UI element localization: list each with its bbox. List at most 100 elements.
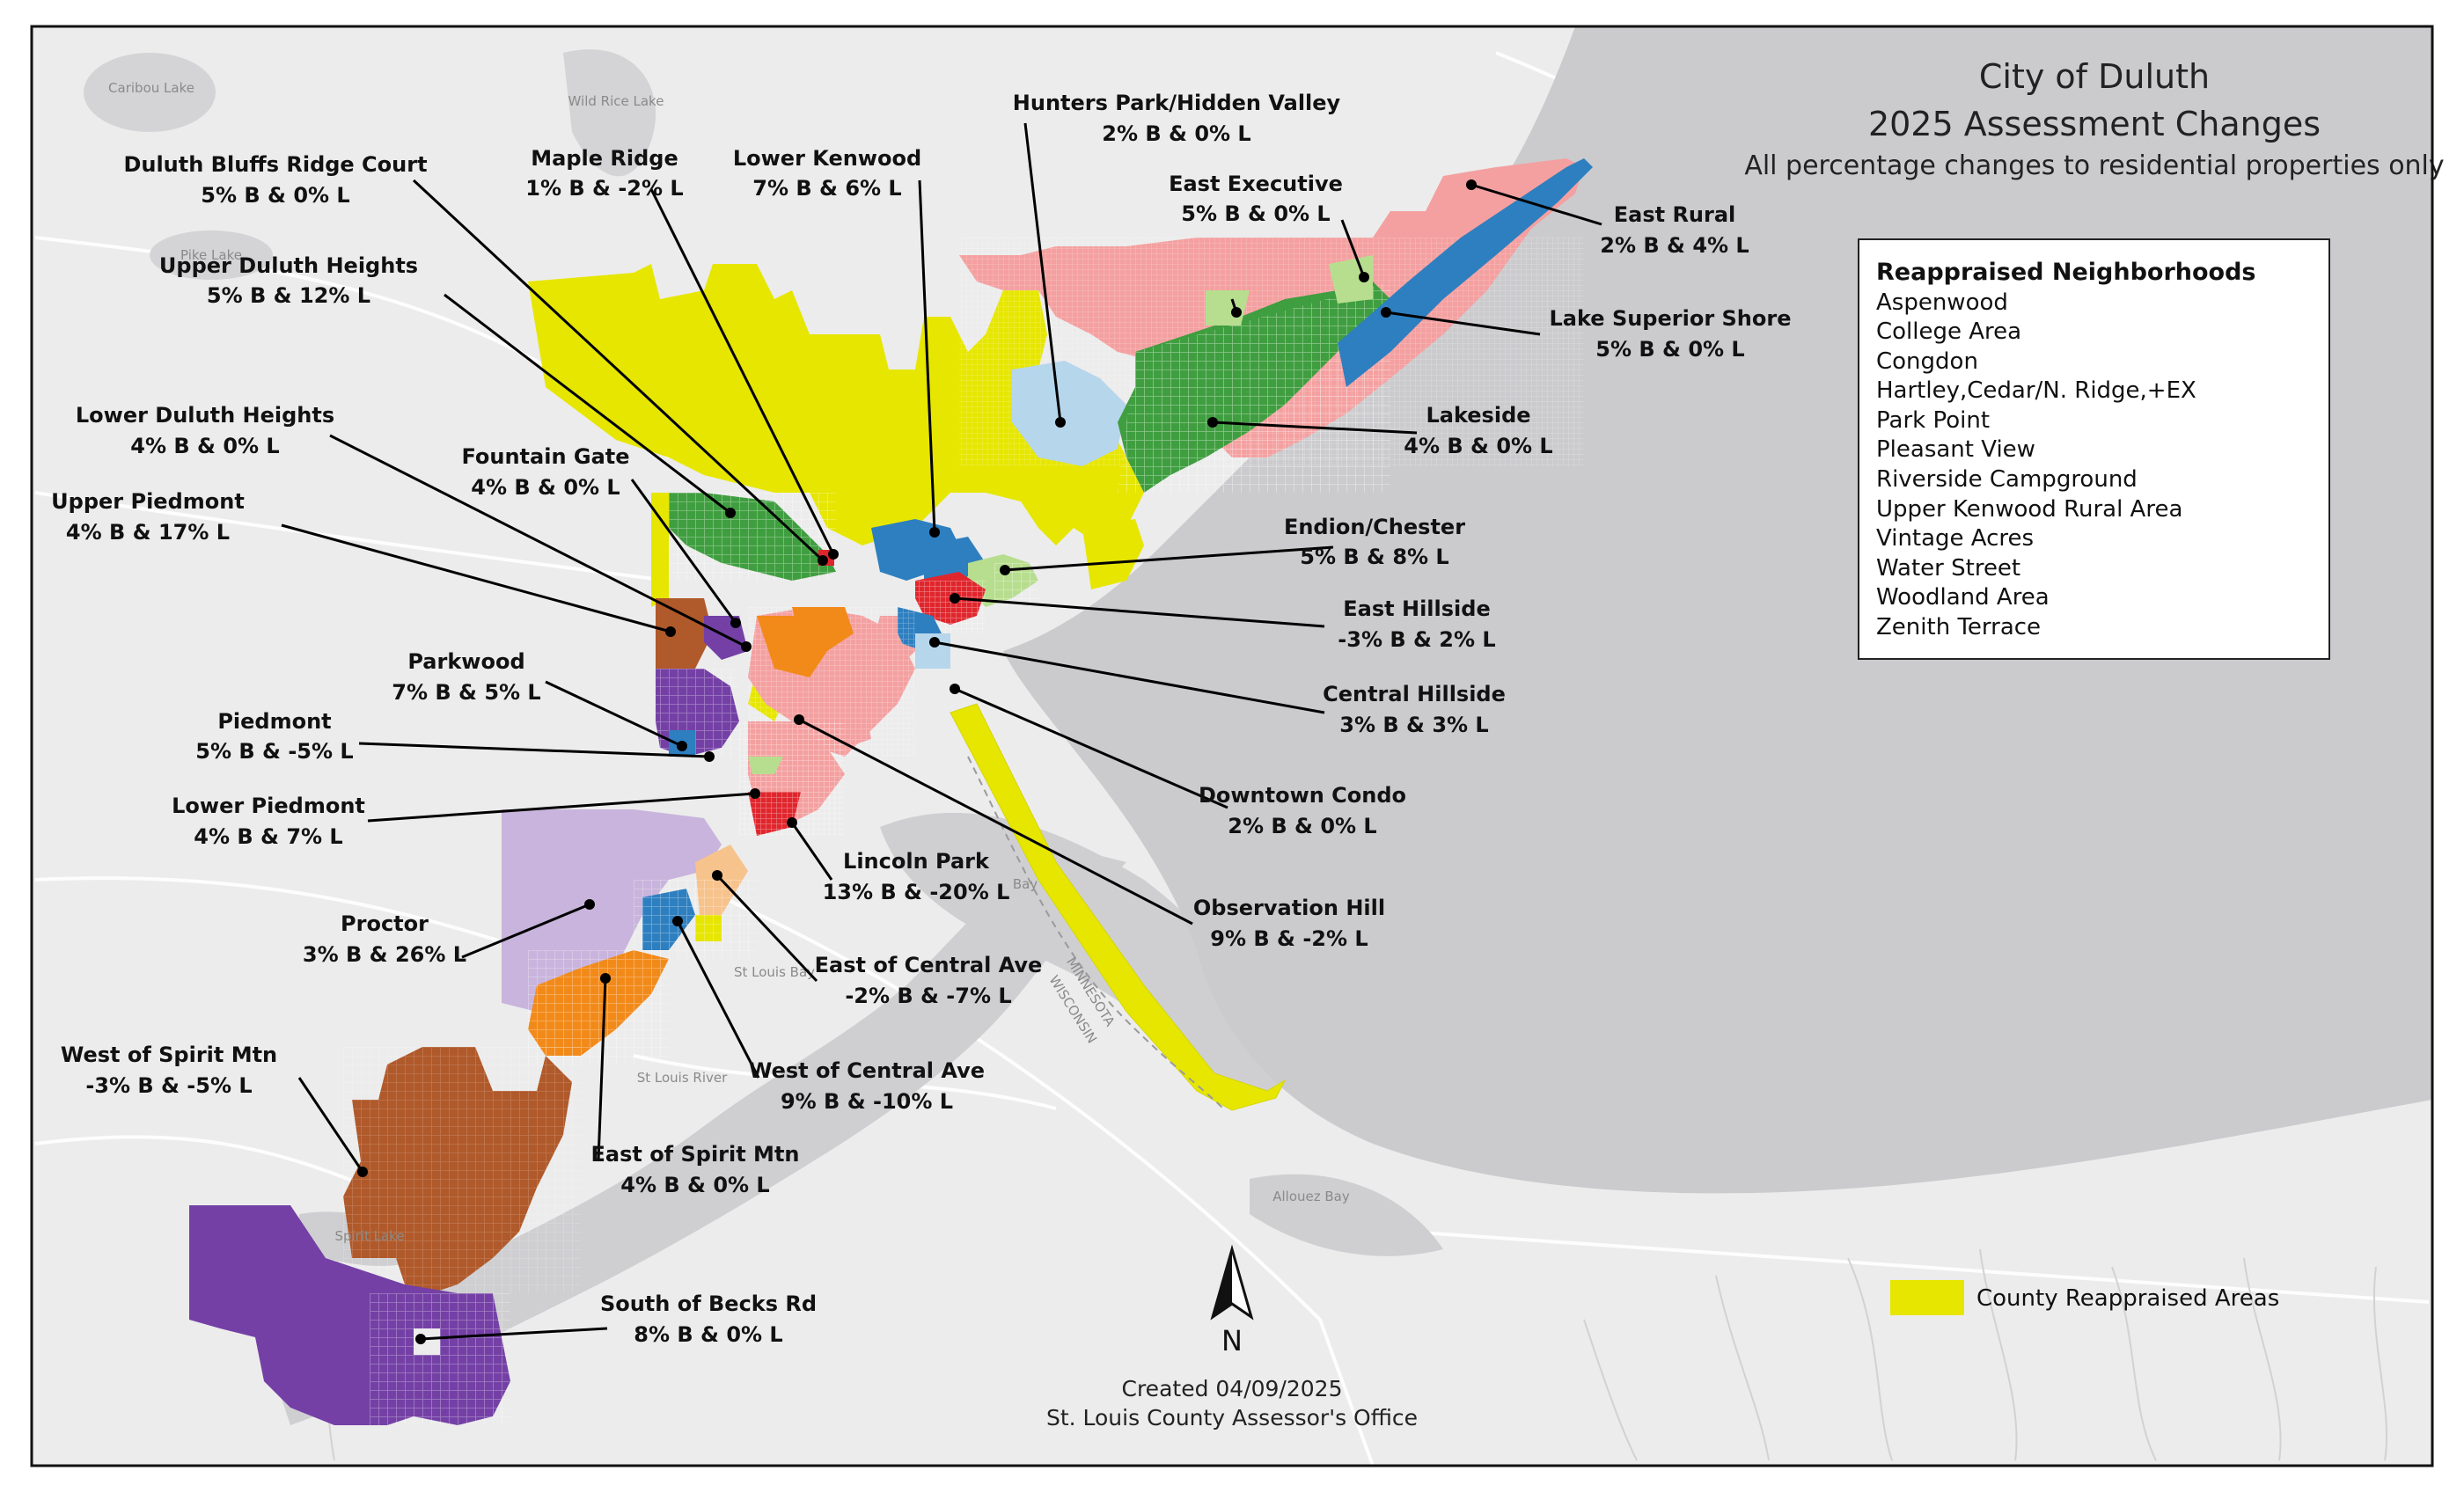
wild-rice-lake: [563, 49, 656, 177]
title-block: City of Duluth 2025 Assessment Changes A…: [1744, 57, 2444, 181]
label-value: 5% B & 0% L: [1181, 201, 1330, 226]
label-value: 7% B & 6% L: [752, 176, 901, 201]
legend-item: Park Point: [1876, 407, 1990, 434]
label-value: 3% B & 26% L: [303, 942, 466, 967]
st-louis-bay: [880, 812, 1302, 1109]
label-value: 9% B & -10% L: [781, 1089, 953, 1114]
label-value: 2% B & 0% L: [1102, 121, 1250, 146]
label-name: South of Becks Rd: [600, 1291, 817, 1316]
bay-label: Bay: [1013, 876, 1038, 892]
hunters-park-area: [1012, 361, 1126, 466]
label-name: Lower Duluth Heights: [76, 403, 334, 428]
label-name: Lake Superior Shore: [1550, 306, 1792, 331]
legend-item: Upper Kenwood Rural Area: [1876, 496, 2182, 523]
legend-item: College Area: [1876, 318, 2021, 345]
label-name: West of Central Ave: [749, 1058, 985, 1083]
north-arrow-half: [1213, 1249, 1232, 1317]
duluth-heights-street-grid: [669, 493, 836, 581]
label-value: -3% B & -5% L: [85, 1073, 252, 1098]
label-value: 5% B & -5% L: [195, 739, 353, 764]
label-name: Lower Piedmont: [172, 794, 365, 818]
label-name: Fountain Gate: [461, 444, 629, 469]
park-point-area: [950, 703, 1287, 1111]
label-value: 4% B & 7% L: [194, 824, 342, 849]
west-spirit-grid: [343, 1047, 581, 1293]
label-value: 4% B & 0% L: [471, 475, 620, 500]
label-value: 7% B & 5% L: [392, 680, 540, 705]
label-name: Parkwood: [407, 649, 524, 674]
label-value: 4% B & 17% L: [66, 520, 230, 545]
label-name: Downtown Condo: [1199, 783, 1406, 808]
legend-box: Reappraised Neighborhoods Aspenwood Coll…: [1858, 238, 2330, 660]
north-label: N: [1221, 1324, 1243, 1357]
state-boundary: [967, 756, 1224, 1109]
wild-rice-lake-label: Wild Rice Lake: [568, 93, 664, 109]
lincoln-park-grid: [739, 721, 845, 836]
lake-superior-shore-area: [1338, 158, 1593, 387]
label-name: Upper Piedmont: [51, 489, 245, 514]
credit-block: Created 04/09/2025 St. Louis County Asse…: [1046, 1376, 1418, 1430]
label-value: 5% B & 0% L: [1595, 337, 1744, 362]
label-name: East of Spirit Mtn: [590, 1142, 799, 1167]
legend-item: Zenith Terrace: [1876, 614, 2041, 640]
parkwood-grid: [656, 669, 739, 757]
neighborhood-labels: Hunters Park/Hidden Valley 2% B & 0% L L…: [51, 91, 1791, 1347]
label-name: Observation Hill: [1193, 896, 1385, 920]
lakeside-street-grid: [1118, 282, 1390, 493]
map-note: All percentage changes to residential pr…: [1744, 150, 2444, 181]
legend-item: Aspenwood: [1876, 289, 2008, 316]
caribou-lake: [84, 53, 216, 132]
allouez-bay-label: Allouez Bay: [1272, 1189, 1350, 1204]
label-name: Upper Duluth Heights: [159, 253, 418, 278]
legend-item: Vintage Acres: [1876, 525, 2034, 552]
label-name: Lower Kenwood: [733, 146, 921, 171]
label-name: East Hillside: [1343, 596, 1490, 621]
caribou-lake-label: Caribou Lake: [108, 80, 194, 96]
label-name: East Rural: [1614, 202, 1736, 227]
legend-item: Water Street: [1876, 555, 2020, 582]
county-legend-label: County Reappraised Areas: [1976, 1285, 2279, 1312]
st-louis-river-label: St Louis River: [637, 1070, 728, 1086]
legend-item: Woodland Area: [1876, 584, 2050, 611]
map-frame: [30, 25, 2434, 1467]
label-name: Hunters Park/Hidden Valley: [1013, 91, 1341, 115]
label-value: 13% B & -20% L: [823, 880, 1010, 904]
label-value: 1% B & -2% L: [525, 176, 683, 201]
east-spirit-grid: [528, 950, 669, 1065]
north-arrow: N: [1210, 1244, 1254, 1357]
label-value: 3% B & 3% L: [1339, 713, 1488, 737]
upper-piedmont-area: [656, 598, 713, 669]
label-name: Duluth Bluffs Ridge Court: [123, 152, 427, 177]
label-value: -2% B & -7% L: [845, 984, 1011, 1008]
central-ave-grid: [634, 880, 757, 959]
map-subtitle: 2025 Assessment Changes: [1868, 105, 2321, 143]
label-value: 4% B & 0% L: [130, 434, 279, 458]
east-executive-area: [1329, 255, 1373, 304]
label-name: Lincoln Park: [843, 849, 990, 874]
county-legend-swatch: [1890, 1280, 1964, 1315]
label-value: 4% B & 0% L: [1404, 434, 1552, 458]
spirit-lake-label: Spirit Lake: [334, 1228, 404, 1244]
legend-item: Pleasant View: [1876, 436, 2035, 463]
pike-lake: [150, 230, 273, 280]
label-value: 2% B & 0% L: [1228, 814, 1376, 838]
central-orange: [792, 607, 854, 651]
allouez-bay: [1250, 1174, 1443, 1256]
label-value: 5% B & 12% L: [207, 283, 370, 308]
credit-date: Created 04/09/2025: [1122, 1376, 1343, 1401]
label-name: Piedmont: [217, 709, 331, 734]
label-value: 4% B & 0% L: [620, 1173, 769, 1197]
county-legend: County Reappraised Areas: [1890, 1280, 2279, 1315]
label-name: Maple Ridge: [531, 146, 678, 171]
legend-item: Hartley,Cedar/N. Ridge,+EX: [1876, 377, 2196, 404]
legend-item: Riverside Campground: [1876, 466, 2138, 493]
label-value: 5% B & 8% L: [1300, 545, 1448, 569]
leader-lines: [281, 122, 1602, 1344]
pike-lake-label: Pike Lake: [180, 247, 242, 263]
label-name: Proctor: [341, 911, 429, 936]
label-name: East of Central Ave: [815, 953, 1043, 977]
st-louis-bay-label: St Louis Bay: [734, 964, 815, 980]
label-name: Lakeside: [1426, 403, 1530, 428]
